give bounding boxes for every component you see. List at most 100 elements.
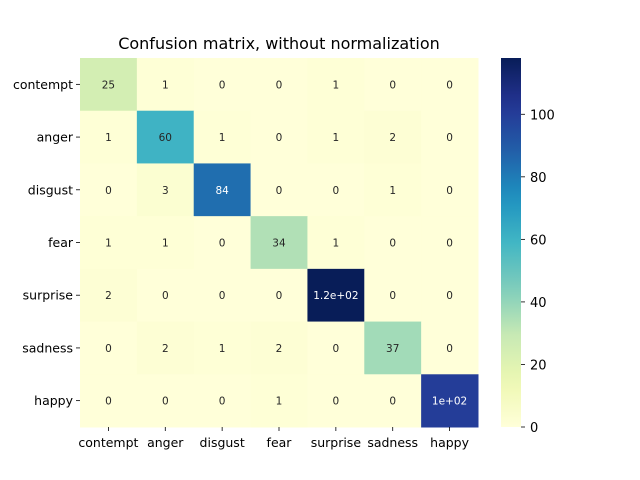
y-tick-label: contempt (13, 77, 73, 92)
heatmap-cell (80, 216, 138, 270)
cell-value-label: 0 (276, 79, 283, 91)
cell-value-label: 0 (333, 185, 340, 197)
cell-value-label: 0 (276, 132, 283, 144)
heatmap-cell (421, 321, 479, 375)
heatmap-cell (136, 374, 195, 428)
cell-value-label: 0 (446, 185, 453, 197)
heatmap-cell (80, 110, 138, 164)
heatmap-cell (80, 163, 138, 217)
heatmap-cell (193, 321, 252, 375)
heatmap-cell (80, 374, 138, 428)
heatmap-cell (307, 110, 365, 164)
cell-value-label: 0 (105, 343, 112, 355)
cell-value-label: 0 (105, 396, 112, 408)
heatmap-cell (307, 321, 365, 375)
cell-value-label: 0 (446, 79, 453, 91)
y-tick-label: sadness (22, 340, 73, 355)
heatmap-cell (250, 58, 308, 112)
cell-value-label: 1 (219, 343, 226, 355)
heatmap-cell (421, 110, 479, 164)
heatmap-cell (364, 321, 422, 375)
heatmap-cell (364, 268, 422, 323)
cell-value-label: 3 (162, 185, 169, 197)
cell-value-label: 2 (276, 343, 283, 355)
colorbar-tick-label: 20 (530, 358, 547, 373)
colorbar-tick-label: 60 (530, 233, 547, 248)
x-tick-label: sadness (367, 435, 418, 450)
heatmap-cell (80, 321, 138, 375)
heatmap-cell (80, 268, 138, 323)
heatmap-cell (193, 58, 252, 112)
heatmap-cell (421, 58, 479, 112)
cell-value-label: 0 (389, 79, 396, 91)
heatmap-cell (364, 374, 422, 428)
cell-value-label: 25 (102, 79, 115, 91)
cell-value-label: 0 (162, 290, 169, 302)
colorbar-tick-label: 0 (530, 421, 538, 436)
cell-value-label: 1 (105, 237, 112, 249)
cell-value-label: 0 (219, 79, 226, 91)
heatmap-cell (136, 321, 195, 375)
heatmap-cell (307, 216, 365, 270)
heatmap-cell (364, 216, 422, 270)
cell-value-label: 1 (162, 79, 169, 91)
cell-value-label: 0 (105, 185, 112, 197)
y-tick-labels: contempt anger disgust fear surprise sadness h… (13, 77, 80, 408)
cell-value-label: 0 (389, 290, 396, 302)
heatmap-cell (421, 374, 479, 428)
heatmap-cell (250, 268, 308, 323)
cell-value-label: 1.2e+02 (313, 290, 358, 302)
x-tick-label: surprise (311, 435, 362, 450)
cell-value-label: 0 (389, 396, 396, 408)
heatmap-cell (250, 163, 308, 217)
cell-value-label: 1 (333, 79, 340, 91)
cell-value-label: 2 (389, 132, 396, 144)
heatmap-cell (193, 268, 252, 323)
cell-value-label: 1 (162, 237, 169, 249)
cell-value-label: 0 (446, 237, 453, 249)
heatmap-cell (193, 163, 252, 217)
cell-value-label: 37 (386, 343, 399, 355)
x-tick-labels: contempt anger disgust fear surprise sadness h… (78, 426, 470, 450)
heatmap-cell (307, 163, 365, 217)
heatmap-cell (421, 163, 479, 217)
heatmap-cell (307, 58, 365, 112)
x-tick-label: anger (147, 435, 184, 450)
colorbar (501, 58, 521, 427)
cell-value-label: 0 (333, 343, 340, 355)
cell-value-label: 0 (276, 290, 283, 302)
heatmap-cell (364, 163, 422, 217)
x-tick-label: fear (267, 435, 293, 450)
cell-value-label: 1 (333, 132, 340, 144)
heatmap-cell (307, 374, 365, 428)
cell-value-label: 2 (105, 290, 112, 302)
heatmap-cells: 25 1 0 0 1 0 0 1 60 1 0 1 2 0 0 3 84 0 0 1 0 1 1 0 34 1 0 0 2 0 0 0 1.2e… (80, 58, 479, 428)
heatmap-cell (307, 268, 365, 323)
cell-value-label: 0 (276, 185, 283, 197)
x-tick-label: happy (430, 435, 469, 450)
x-tick-label: contempt (78, 435, 138, 450)
cell-value-label: 84 (215, 185, 229, 197)
heatmap-cell (421, 268, 479, 323)
colorbar-tick-label: 80 (530, 171, 547, 186)
cell-value-label: 0 (446, 132, 453, 144)
y-tick-label: surprise (23, 288, 74, 303)
heatmap-cell (136, 163, 195, 217)
heatmap-cell (193, 374, 252, 428)
cell-value-label: 60 (159, 132, 172, 144)
cell-value-label: 1 (219, 132, 226, 144)
y-tick-label: anger (37, 130, 74, 145)
y-tick-label: fear (48, 235, 74, 250)
cell-value-label: 1 (333, 237, 340, 249)
y-tick-label: disgust (28, 182, 73, 197)
cell-value-label: 1 (105, 132, 112, 144)
heatmap-cell (193, 216, 252, 270)
chart-title: Confusion matrix, without normalization (118, 34, 440, 53)
cell-value-label: 1 (276, 396, 283, 408)
heatmap-cell (136, 110, 195, 164)
cell-value-label: 34 (272, 237, 286, 249)
x-tick-label: disgust (200, 435, 245, 450)
cell-value-label: 0 (389, 237, 396, 249)
heatmap-cell (136, 216, 195, 270)
